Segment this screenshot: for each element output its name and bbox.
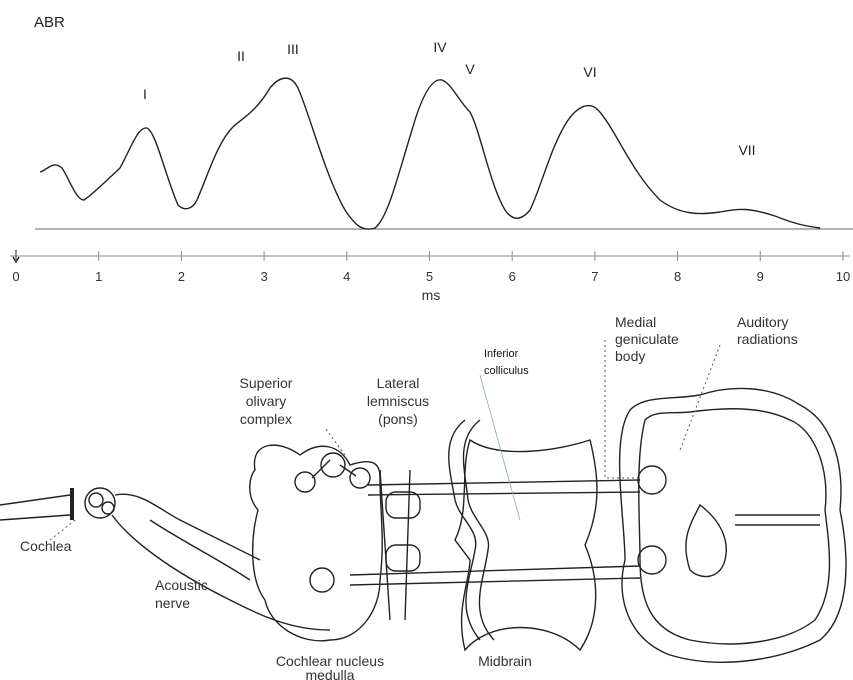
tick-label: 7	[591, 269, 598, 284]
abr-diagram: ABR I II III IV V VI VII ms	[0, 0, 853, 680]
leader-line	[50, 520, 75, 540]
tick-label: 4	[343, 269, 350, 284]
leader-line	[325, 428, 345, 455]
peak-label: I	[143, 86, 147, 102]
title: ABR	[34, 14, 65, 31]
peak-label: VI	[583, 64, 596, 80]
tick-label: 6	[509, 269, 516, 284]
tick-label: 9	[757, 269, 764, 284]
cochlea-label: Cochlea	[20, 538, 72, 554]
leader-line	[680, 345, 720, 450]
tick-label: 5	[426, 269, 433, 284]
tick-label: 2	[178, 269, 185, 284]
midbrain-label: Midbrain	[478, 653, 532, 669]
waveform	[40, 78, 820, 229]
tick-label: 10	[836, 269, 850, 284]
tick-label: 1	[95, 269, 102, 284]
peak-label: VII	[738, 142, 755, 158]
peak-label: V	[465, 61, 475, 77]
tick-label: 0	[12, 269, 19, 284]
tick-label: 3	[260, 269, 267, 284]
peak-label: III	[287, 41, 299, 57]
anatomy-drawing	[0, 388, 846, 662]
peak-label: IV	[433, 39, 447, 55]
axis-label: ms	[422, 287, 441, 303]
tick-label: 8	[674, 269, 681, 284]
peak-label: II	[237, 48, 245, 64]
